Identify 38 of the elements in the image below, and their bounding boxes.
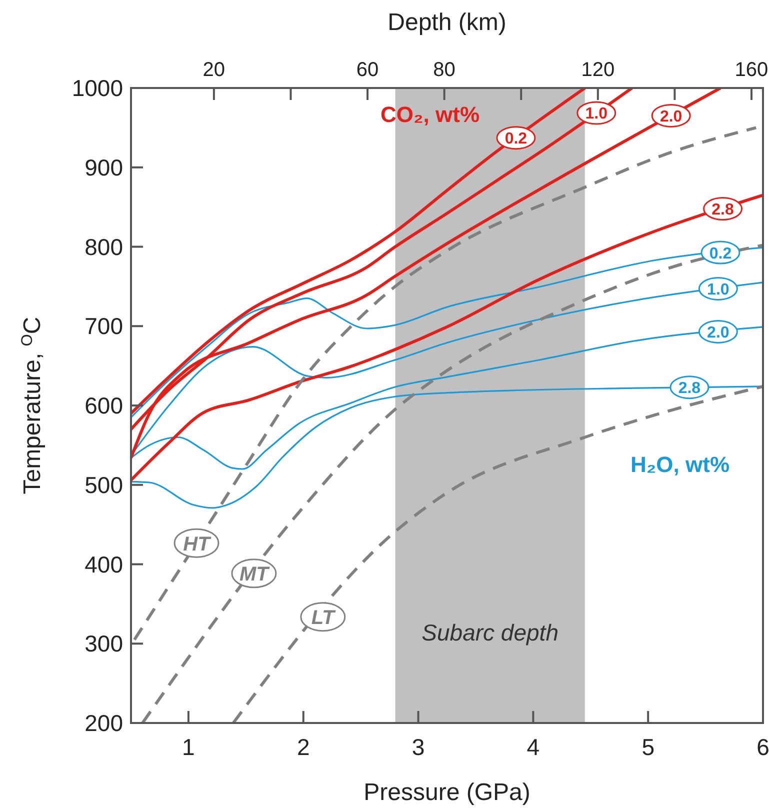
series-label: 2.0	[707, 324, 730, 342]
y-tick-label: 300	[84, 630, 123, 657]
y-tick-label: 900	[84, 154, 123, 180]
annotation: CO₂, wt%	[380, 102, 480, 127]
y-tick-label: 200	[84, 710, 123, 736]
x2-tick-label: 120	[581, 59, 615, 81]
y-tick-label: 1000	[72, 75, 123, 102]
legend-label: 1.0	[707, 281, 730, 298]
x2-tick-label: 60	[356, 59, 379, 81]
x-tick-label: 5	[642, 734, 654, 760]
x-tick-label: 2	[296, 734, 310, 760]
x2-axis-title: Depth (km)	[388, 9, 506, 36]
series-label: MT	[240, 564, 270, 586]
series-label: 2.8	[712, 202, 734, 219]
y-tick-label: 500	[84, 472, 123, 498]
annotation: H₂O, wt%	[630, 452, 730, 477]
x-tick-label: 1	[182, 734, 195, 760]
series-label: 2.8	[678, 380, 701, 398]
series-label: HT	[183, 533, 212, 556]
series-label: 2.0	[660, 108, 682, 126]
x2-tick-label: 160	[734, 59, 768, 81]
y-tick-label: 600	[84, 392, 123, 419]
x2-tick-label: 20	[202, 59, 226, 81]
line-series	[131, 194, 763, 482]
series-label: 1.0	[585, 106, 608, 123]
y-tick-label: 400	[84, 551, 123, 578]
y-tick-label: 700	[84, 313, 123, 340]
x-tick-label: 4	[526, 734, 540, 760]
series-label: LT	[311, 607, 336, 630]
series-label: 0.2	[504, 130, 528, 148]
band-label: Subarc depth	[422, 619, 559, 646]
series-label: 0.2	[709, 245, 732, 262]
x-tick-label: 3	[412, 734, 425, 760]
line-series	[140, 244, 763, 723]
x2-tick-label: 80	[433, 59, 456, 81]
y-tick-label: 800	[84, 234, 123, 260]
x-tick-label: 6	[756, 734, 769, 760]
x-axis-title: Pressure (GPa)	[364, 779, 530, 806]
